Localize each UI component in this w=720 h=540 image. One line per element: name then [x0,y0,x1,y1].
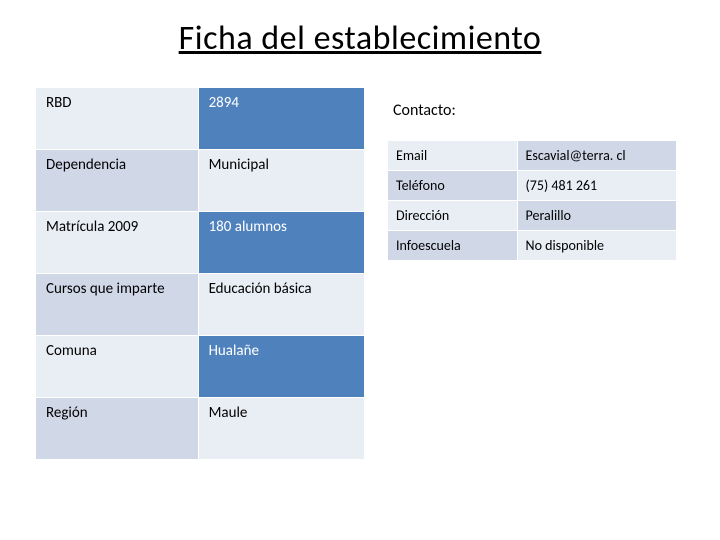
row-label: Teléfono [388,171,518,201]
row-value: Hualañe [198,336,364,398]
establishment-table: RBD 2894 Dependencia Municipal Matrícula… [35,87,365,460]
row-label: Dirección [388,201,518,231]
table-row: Dirección Peralillo [388,201,677,231]
row-value: Educación básica [198,274,364,336]
slide-container: Ficha del establecimiento RBD 2894 Depen… [0,0,720,540]
row-label: Email [388,141,518,171]
content-row: RBD 2894 Dependencia Municipal Matrícula… [35,87,685,460]
row-value: Municipal [198,150,364,212]
row-value: 2894 [198,88,364,150]
table-row: Región Maule [36,398,365,460]
row-value: Peralillo [517,201,676,231]
row-label: Infoescuela [388,231,518,261]
row-label: Cursos que imparte [36,274,199,336]
page-title: Ficha del establecimiento [35,18,685,59]
contact-heading: Contacto: [387,101,677,120]
row-value: No disponible [517,231,676,261]
row-label: Región [36,398,199,460]
row-label: Matrícula 2009 [36,212,199,274]
row-value: 180 alumnos [198,212,364,274]
row-label: RBD [36,88,199,150]
table-row: Email Escavial@terra. cl [388,141,677,171]
row-label: Dependencia [36,150,199,212]
contact-section: Contacto: Email Escavial@terra. cl Teléf… [387,87,677,261]
table-row: Teléfono (75) 481 261 [388,171,677,201]
table-row: Cursos que imparte Educación básica [36,274,365,336]
table-row: Matrícula 2009 180 alumnos [36,212,365,274]
row-value: (75) 481 261 [517,171,676,201]
row-label: Comuna [36,336,199,398]
table-row: RBD 2894 [36,88,365,150]
table-row: Comuna Hualañe [36,336,365,398]
table-row: Infoescuela No disponible [388,231,677,261]
row-value: Maule [198,398,364,460]
row-value: Escavial@terra. cl [517,141,676,171]
contact-table: Email Escavial@terra. cl Teléfono (75) 4… [387,140,677,261]
table-row: Dependencia Municipal [36,150,365,212]
